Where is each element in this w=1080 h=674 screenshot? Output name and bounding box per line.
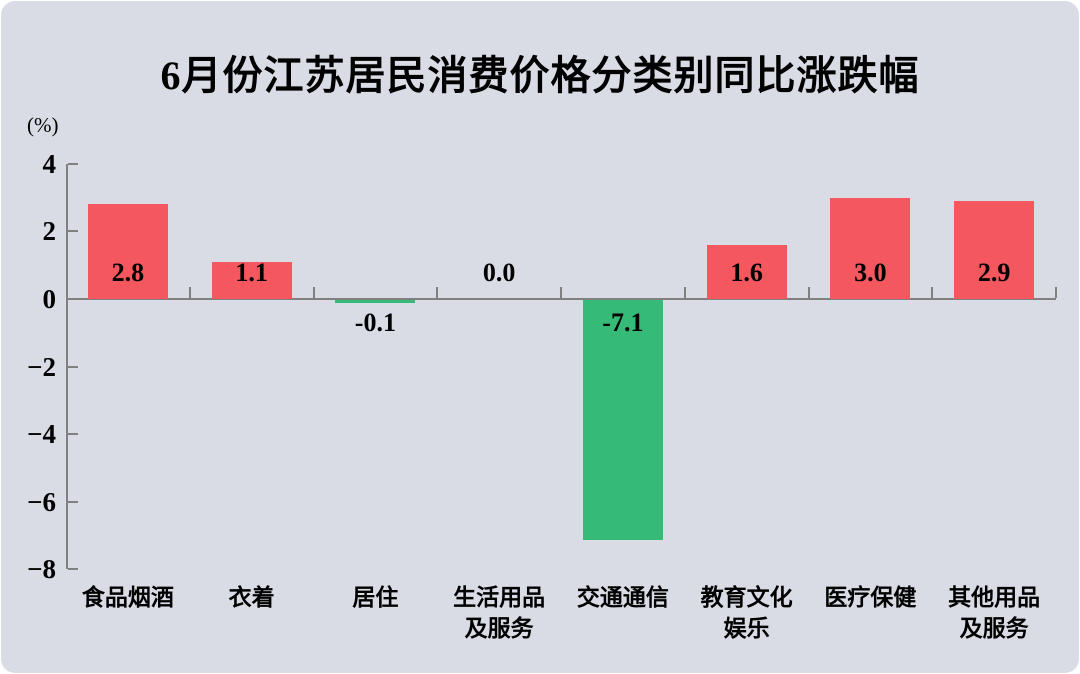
chart-title: 6月份江苏居民消费价格分类别同比涨跌幅 <box>160 53 920 98</box>
x-axis-category-label-line: 医疗保健 <box>824 585 917 610</box>
x-axis-category-label-line: 娱乐 <box>723 616 770 641</box>
x-axis-category-label-line: 教育文化 <box>700 585 793 610</box>
x-axis-category-label: 交通通信 <box>543 582 703 613</box>
y-axis-tick <box>68 568 78 571</box>
y-axis-tick-label: 0 <box>42 284 57 314</box>
bar-衣着 <box>211 261 292 299</box>
y-axis-tick-label: −2 <box>27 351 56 382</box>
x-axis-tick <box>436 287 439 298</box>
value-label-居住: -0.1 <box>354 308 396 337</box>
bar-教育文化娱乐 <box>706 244 787 299</box>
x-axis-category-label-line: 居住 <box>352 585 399 610</box>
x-axis-tick <box>188 287 191 298</box>
y-axis-line <box>66 163 68 570</box>
x-axis-tick <box>931 287 934 298</box>
x-axis-category-label-line: 其他用品 <box>948 585 1041 610</box>
x-axis-category-label-line: 及服务 <box>959 616 1029 641</box>
y-axis-tick <box>68 365 78 368</box>
value-label-衣着: 1.1 <box>235 258 268 287</box>
x-axis-category-label: 其他用品 及服务 <box>914 582 1074 644</box>
value-label-生活用品及服务: 0.0 <box>482 258 516 287</box>
x-axis-tick <box>560 287 562 298</box>
bar-交通通信 <box>582 300 663 540</box>
x-axis-tick <box>1055 287 1057 298</box>
x-axis-category-label: 衣着 <box>172 582 332 613</box>
bar-医疗保健 <box>830 197 911 299</box>
bar-居住 <box>335 300 416 304</box>
x-axis-category-label: 教育文化 娱乐 <box>667 582 827 644</box>
value-label-其他用品及服务: 2.9 <box>977 258 1011 287</box>
x-axis-category-label: 生活用品 及服务 <box>419 582 579 644</box>
x-axis-tick <box>312 287 315 298</box>
y-axis-tick <box>68 433 78 436</box>
bar-食品烟酒 <box>87 204 168 299</box>
y-axis-tick-label: 2 <box>42 216 57 247</box>
y-axis-tick <box>68 162 78 165</box>
x-axis-category-label: 居住 <box>295 582 455 613</box>
y-axis-tick-label: −4 <box>27 419 56 450</box>
value-label-教育文化娱乐: 1.6 <box>730 258 763 287</box>
value-label-食品烟酒: 2.8 <box>111 258 145 287</box>
value-label-交通通信: -7.1 <box>602 308 644 337</box>
y-axis-unit-label: (%) <box>27 113 59 137</box>
x-axis-category-label: 食品烟酒 <box>48 582 208 613</box>
x-axis-tick <box>683 287 686 298</box>
value-label-医疗保健: 3.0 <box>854 258 887 287</box>
x-axis-category-label-line: 食品烟酒 <box>81 585 174 610</box>
y-axis-tick <box>68 500 78 503</box>
x-axis-category-label: 医疗保健 <box>790 582 950 613</box>
y-axis-tick-label: −6 <box>27 486 56 517</box>
y-axis-tick-label: −8 <box>27 554 56 585</box>
y-axis-tick <box>68 230 78 233</box>
x-axis-tick <box>807 287 810 298</box>
x-axis-category-label-line: 生活用品 <box>453 585 546 610</box>
x-axis-line <box>66 298 1056 300</box>
y-axis-tick-label: 4 <box>42 148 57 179</box>
x-axis-category-label-line: 衣着 <box>228 585 275 610</box>
x-axis-category-label-line: 交通通信 <box>576 585 669 610</box>
bar-其他用品及服务 <box>954 200 1035 299</box>
x-axis-category-label-line: 及服务 <box>464 616 534 641</box>
